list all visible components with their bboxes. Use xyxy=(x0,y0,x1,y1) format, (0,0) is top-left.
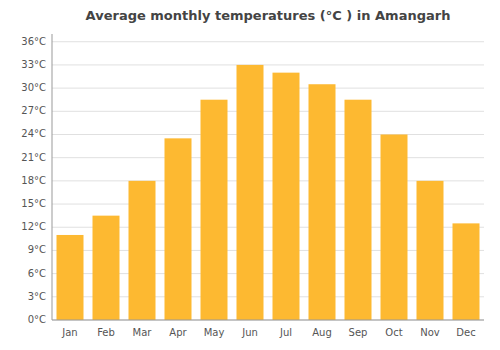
bar xyxy=(453,223,480,320)
x-tick-label: Aug xyxy=(312,327,332,338)
chart-title: Average monthly temperatures (°C ) in Am… xyxy=(86,8,451,23)
chart-svg: 0°C 3°C 6°C 9°C 12°C 15°C 18°C 21°C 24°C 27°C 30°C… xyxy=(0,0,500,350)
x-tick-label: Jul xyxy=(279,327,292,338)
y-tick-label: 12°C xyxy=(21,221,46,232)
y-tick-label: 21°C xyxy=(21,152,46,163)
y-axis-line xyxy=(52,34,53,320)
y-grid xyxy=(52,42,484,320)
x-tick-label: Dec xyxy=(456,327,475,338)
x-tick-labels: Jan Feb Mar Apr May Jun Jul Aug Sep Oct Nov Dec xyxy=(61,327,475,338)
x-tick-label: Nov xyxy=(420,327,440,338)
grid-line xyxy=(52,41,484,42)
y-tick-label: 15°C xyxy=(21,198,46,209)
x-tick-label: Jan xyxy=(61,327,77,338)
y-tick-label: 27°C xyxy=(21,105,46,116)
y-tick-label: 24°C xyxy=(21,128,46,139)
x-tick-label: Apr xyxy=(169,327,187,338)
x-tick-label: Jun xyxy=(241,327,258,338)
bar xyxy=(381,134,408,320)
bar xyxy=(309,84,336,320)
grid-line xyxy=(52,320,484,321)
bar xyxy=(57,235,84,320)
x-tick-label: Oct xyxy=(385,327,402,338)
bar xyxy=(129,181,156,320)
y-tick-label: 6°C xyxy=(28,268,46,279)
y-tick-label: 9°C xyxy=(28,244,46,255)
bar xyxy=(93,216,120,320)
x-tick-label: Mar xyxy=(133,327,153,338)
y-tick-label: 3°C xyxy=(28,291,46,302)
y-tick-label: 18°C xyxy=(21,175,46,186)
y-tick-label: 0°C xyxy=(28,314,46,325)
bar xyxy=(273,73,300,320)
bar xyxy=(165,138,192,320)
x-tick-label: Sep xyxy=(349,327,368,338)
y-tick-label: 36°C xyxy=(21,36,46,47)
bar xyxy=(345,100,372,320)
grid-line xyxy=(52,64,484,65)
y-tick-labels: 0°C 3°C 6°C 9°C 12°C 15°C 18°C 21°C 24°C 27°C 30°C… xyxy=(21,36,46,325)
bar xyxy=(417,181,444,320)
x-tick-label: Feb xyxy=(97,327,115,338)
x-axis-line xyxy=(52,320,484,321)
y-tick-label: 30°C xyxy=(21,82,46,93)
bar xyxy=(237,65,264,320)
grid-line xyxy=(52,88,484,89)
bar xyxy=(201,100,228,320)
grid-line xyxy=(52,111,484,112)
x-tick-label: May xyxy=(204,327,225,338)
chart-container: 0°C 3°C 6°C 9°C 12°C 15°C 18°C 21°C 24°C 27°C 30°C… xyxy=(0,0,500,350)
y-tick-label: 33°C xyxy=(21,59,46,70)
bars xyxy=(57,65,480,320)
grid-line xyxy=(52,157,484,158)
grid-line xyxy=(52,134,484,135)
